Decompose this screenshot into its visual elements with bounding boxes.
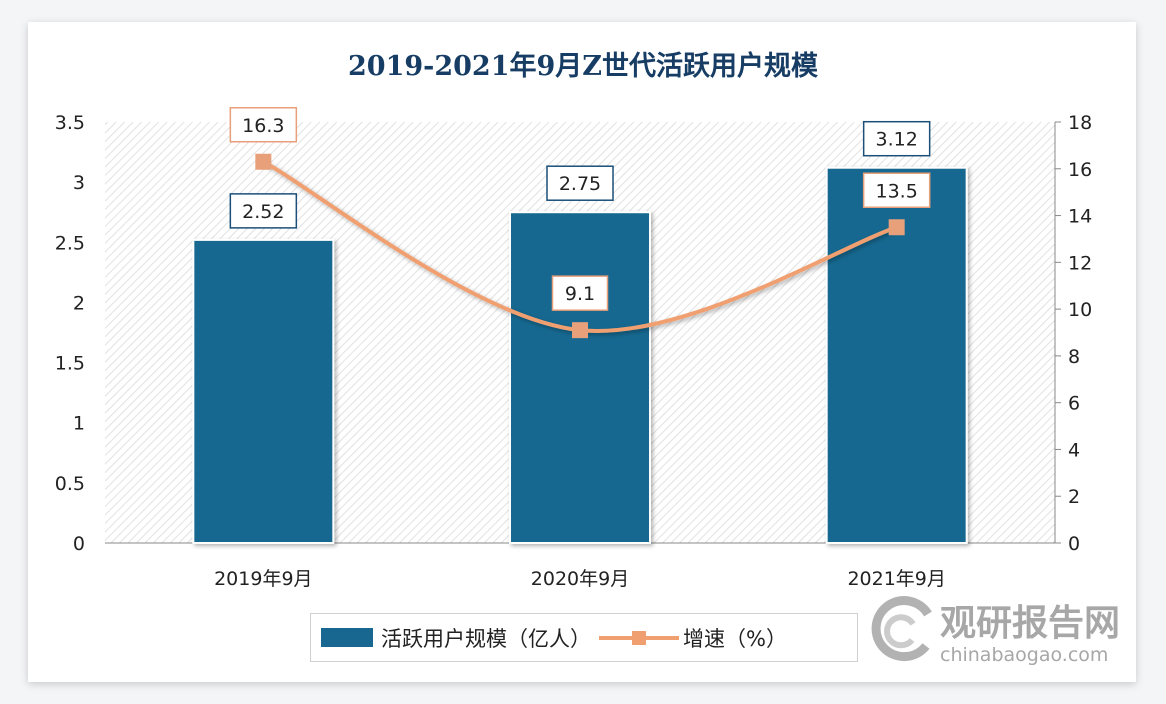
legend-bar-swatch (321, 628, 373, 647)
line-data-label-box (551, 275, 609, 311)
bar-data-label-box (546, 165, 614, 201)
y-left-tick-label: 2.5 (55, 232, 85, 254)
legend-line-swatch (599, 630, 679, 645)
bar (509, 211, 651, 544)
line-marker (888, 219, 905, 236)
line-data-label-box (229, 107, 298, 143)
x-tick-label: 2021年9月 (847, 568, 945, 590)
y-right-tick-label: 6 (1068, 393, 1080, 415)
y-right-tick-label: 10 (1068, 299, 1092, 321)
line-marker (572, 322, 588, 339)
x-tick-label: 2020年9月 (531, 568, 629, 590)
bar-data-label: 2.75 (559, 173, 601, 195)
bar-data-label: 3.12 (876, 129, 918, 151)
bar-data-label: 2.52 (242, 201, 284, 223)
y-right-tick-label: 14 (1068, 206, 1092, 228)
line-data-label: 9.1 (565, 283, 595, 305)
watermark-en: chinabaogao.com (940, 644, 1109, 666)
y-right-tick-label: 0 (1068, 533, 1080, 555)
y-left-tick-label: 0.5 (55, 473, 85, 495)
bar-data-label-box (229, 193, 298, 229)
y-left-tick-label: 3.5 (55, 112, 85, 134)
y-right-tick-label: 2 (1068, 486, 1080, 508)
y-right-tick-label: 12 (1068, 252, 1092, 274)
line-data-label-box (862, 172, 931, 208)
watermark-logo-icon (871, 596, 932, 662)
y-right-tick-label: 18 (1068, 112, 1092, 134)
y-left-tick-label: 3 (73, 172, 85, 194)
y-right-tick-label: 8 (1068, 346, 1080, 368)
x-tick-label: 2019年9月 (214, 568, 312, 590)
legend-line-label: 增速（%） (683, 626, 787, 651)
y-left-tick-label: 1 (73, 413, 85, 435)
y-left-tick-label: 1.5 (55, 353, 85, 375)
y-right-tick-label: 4 (1068, 439, 1080, 461)
y-left-tick-label: 2 (73, 292, 85, 314)
line-data-label: 13.5 (876, 180, 918, 202)
watermark-cn: 观研报告网 (940, 603, 1121, 644)
bar-data-label-box (862, 120, 931, 157)
line-marker (255, 153, 272, 170)
chart-title: 2019-2021年9月Z世代活跃用户规模 (348, 51, 818, 82)
legend: 活跃用户规模（亿人） 增速（%） (310, 613, 858, 662)
line-data-label: 16.3 (242, 115, 284, 137)
bar (192, 238, 335, 544)
y-right-tick-label: 16 (1068, 159, 1092, 181)
legend-bar-label: 活跃用户规模（亿人） (381, 626, 591, 651)
y-left-tick-label: 0 (73, 533, 85, 555)
